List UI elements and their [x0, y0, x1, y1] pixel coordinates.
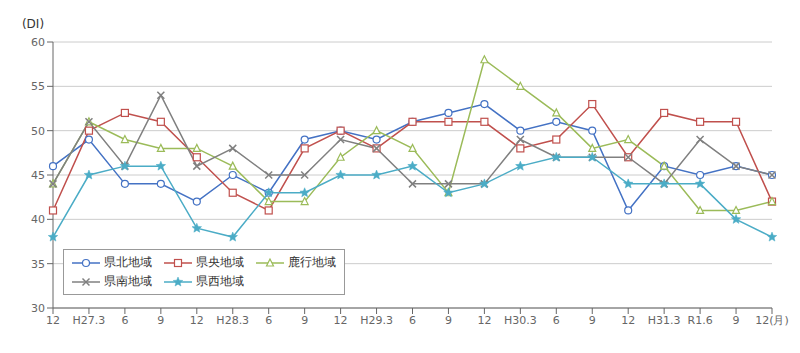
svg-text:H28.3: H28.3 — [216, 314, 249, 327]
svg-text:6: 6 — [409, 314, 416, 327]
html-text:県北地域: 県北地域 — [104, 255, 152, 269]
svg-text:R1.6: R1.6 — [688, 314, 713, 327]
svg-text:12(月): 12(月) — [755, 314, 789, 327]
svg-text:35: 35 — [31, 258, 45, 271]
svg-text:50: 50 — [31, 125, 45, 138]
svg-text:60: 60 — [31, 36, 45, 49]
svg-text:12: 12 — [190, 314, 204, 327]
svg-text:9: 9 — [445, 314, 452, 327]
svg-text:6: 6 — [553, 314, 560, 327]
svg-text:6: 6 — [121, 314, 128, 327]
svg-text:9: 9 — [157, 314, 164, 327]
svg-text:40: 40 — [31, 213, 45, 226]
svg-text:12: 12 — [477, 314, 491, 327]
html-text:県南地域: 県南地域 — [104, 274, 152, 288]
svg-text:55: 55 — [31, 80, 45, 93]
svg-text:45: 45 — [31, 169, 45, 182]
html-text:県央地域: 県央地域 — [196, 255, 244, 269]
svg-text:12: 12 — [334, 314, 348, 327]
svg-text:(DI): (DI) — [22, 17, 44, 31]
svg-text:H31.3: H31.3 — [648, 314, 681, 327]
svg-text:6: 6 — [265, 314, 272, 327]
svg-text:H27.3: H27.3 — [73, 314, 106, 327]
svg-text:12: 12 — [46, 314, 60, 327]
html-text:県西地域: 県西地域 — [196, 274, 244, 288]
svg-text:H30.3: H30.3 — [504, 314, 537, 327]
svg-text:9: 9 — [733, 314, 740, 327]
svg-text:H29.3: H29.3 — [360, 314, 393, 327]
html-text:鹿行地域: 鹿行地域 — [288, 255, 336, 269]
svg-text:12: 12 — [621, 314, 635, 327]
svg-text:9: 9 — [589, 314, 596, 327]
svg-text:9: 9 — [301, 314, 308, 327]
svg-text:30: 30 — [31, 302, 45, 315]
